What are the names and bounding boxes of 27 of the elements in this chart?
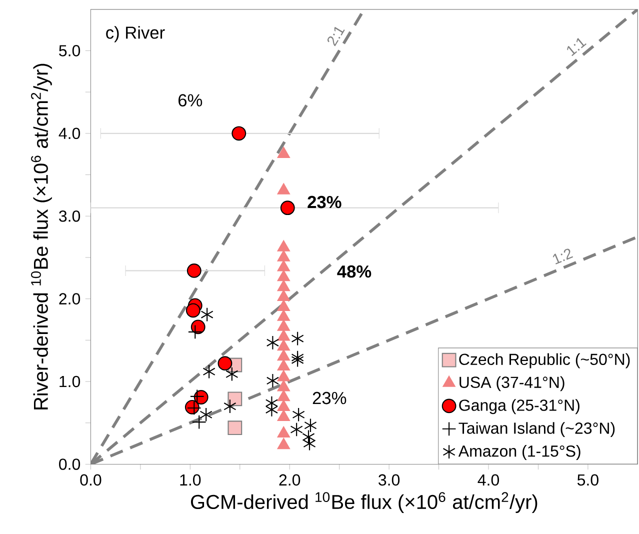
legend-label: USA (37-41°N) (460, 376, 564, 392)
x-tick-label: 4.0 (478, 474, 500, 486)
x-tick-label: 5.0 (577, 474, 598, 486)
x-axis-title: GCM-derived $^{10}$Be flux (×10$^{6}$ at/cm$^{2}$/yr) (190, 492, 538, 514)
y-tick-label: 4.0 (58, 128, 80, 140)
legend-label: Taiwan Island (~23°N) (458, 422, 615, 438)
x-tick-label: 0.0 (80, 474, 102, 486)
y-tick-label: 3.0 (59, 210, 80, 222)
annotation: 23% (312, 392, 346, 404)
y-axis-title: River-derived $^{10}$Be flux (×10$^{6}$ at/cm$^{2}$/yr) (31, 64, 52, 410)
text: 2:1 (327, 27, 345, 46)
legend-label: Ganga (25-31°N) (459, 399, 580, 414)
text: 1:2 (552, 248, 574, 265)
x-tick-label: 1.0 (180, 474, 201, 486)
annotation: 6% (178, 94, 202, 107)
y-tick-label: 2.0 (59, 293, 80, 305)
legend-label: Czech Republic (~50°N) (459, 353, 630, 368)
x-tick-label: 3.0 (378, 474, 400, 486)
y-tick-label: 0.0 (59, 458, 80, 470)
legend-label: Amazon (1-15°S) (458, 445, 580, 460)
text: 1:1 (567, 38, 586, 56)
annotation: c) River (106, 26, 165, 42)
y-tick-label: 1.0 (60, 376, 80, 388)
y-tick-label: 5.0 (59, 45, 80, 57)
annotation: 23% (308, 196, 342, 208)
x-tick-label: 2.0 (279, 474, 300, 486)
annotation: 48% (337, 266, 372, 278)
